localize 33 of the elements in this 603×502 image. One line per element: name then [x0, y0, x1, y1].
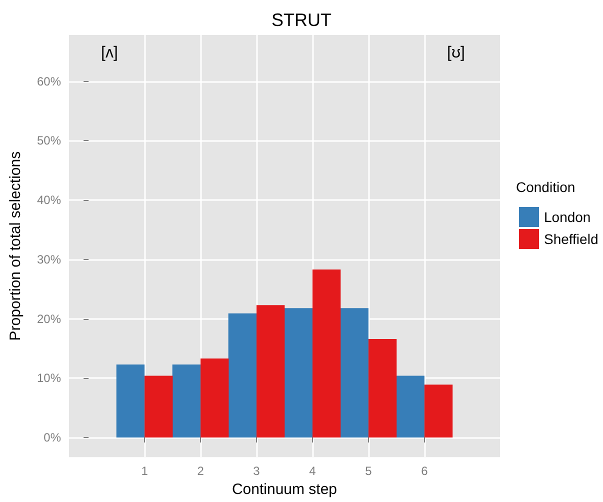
bar — [368, 338, 397, 438]
y-tick-label: 0% — [44, 430, 62, 445]
bar — [172, 364, 201, 438]
bar — [284, 308, 312, 438]
bar — [256, 305, 285, 438]
bar — [312, 270, 341, 438]
bar — [116, 364, 145, 438]
x-tick-label: 2 — [197, 464, 204, 478]
legend-title: Condition — [516, 179, 576, 195]
y-tick-label: 50% — [36, 134, 62, 148]
chart-title: STRUT — [272, 10, 332, 30]
annotation: [ʊ] — [447, 44, 465, 62]
bar — [228, 313, 257, 438]
y-tick-label: 20% — [36, 312, 62, 326]
x-tick-label: 1 — [141, 464, 148, 478]
bar — [396, 376, 424, 438]
y-tick-label: 40% — [36, 193, 62, 208]
x-tick-label: 5 — [365, 464, 372, 478]
annotation: [ʌ] — [101, 44, 118, 62]
x-tick-label: 3 — [253, 464, 260, 478]
legend-label: Sheffield — [544, 231, 598, 247]
bar — [200, 358, 229, 438]
x-axis-title: Continuum step — [232, 481, 338, 498]
x-tick-label: 4 — [309, 464, 316, 478]
y-tick-label: 10% — [36, 371, 62, 386]
bar — [144, 376, 173, 438]
legend-label: London — [544, 209, 591, 225]
x-tick-label: 6 — [421, 464, 428, 478]
y-tick-label: 30% — [36, 252, 62, 266]
bar — [340, 308, 368, 438]
bar — [424, 384, 453, 438]
y-tick-label: 60% — [36, 74, 62, 88]
y-axis-title: Proportion of total selections — [7, 151, 24, 341]
